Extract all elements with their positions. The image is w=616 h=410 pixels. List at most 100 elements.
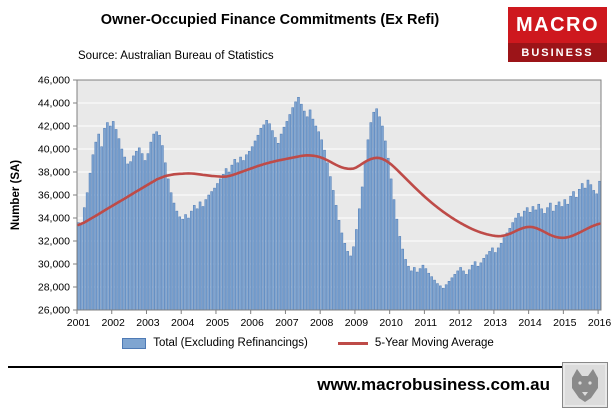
bar xyxy=(123,156,127,311)
bar xyxy=(502,237,506,311)
moving-average-line xyxy=(77,154,601,240)
bar xyxy=(331,190,335,311)
bar xyxy=(187,217,190,311)
bar xyxy=(213,187,216,311)
svg-text:40,000: 40,000 xyxy=(38,144,70,156)
bar xyxy=(595,193,598,311)
bar xyxy=(465,274,468,311)
bar xyxy=(598,180,601,311)
bar xyxy=(308,109,312,311)
bar xyxy=(381,125,384,311)
bar xyxy=(384,140,387,311)
bar xyxy=(285,121,289,311)
bar xyxy=(572,191,575,311)
logo-macro-text: MACRO xyxy=(515,13,600,36)
bar xyxy=(517,213,520,311)
bar xyxy=(250,146,254,311)
bar xyxy=(531,206,535,311)
bar xyxy=(352,246,355,311)
bar xyxy=(129,161,132,311)
bar xyxy=(149,141,153,311)
svg-text:2015: 2015 xyxy=(553,317,577,329)
bar xyxy=(334,205,338,311)
bar xyxy=(175,210,179,311)
bar xyxy=(303,110,306,311)
legend-item-moving-average: 5-Year Moving Average xyxy=(337,337,494,349)
bar xyxy=(221,174,225,311)
bar xyxy=(340,232,344,311)
bar xyxy=(410,270,413,311)
bar xyxy=(389,178,393,311)
bar xyxy=(398,236,402,311)
chart-legend: Total (Excluding Refinancings) 5-Year Mo… xyxy=(0,337,616,349)
bar xyxy=(482,258,486,311)
bar xyxy=(444,284,448,311)
bar xyxy=(114,129,118,311)
bar xyxy=(190,210,193,311)
bars-series xyxy=(77,97,601,311)
bar xyxy=(346,251,349,311)
bar xyxy=(106,122,109,311)
bar xyxy=(511,222,514,311)
bar xyxy=(178,216,182,311)
bar xyxy=(207,194,210,311)
bar xyxy=(343,243,347,311)
chart-title: Owner-Occupied Finance Commitments (Ex R… xyxy=(100,12,440,28)
bar xyxy=(242,160,245,311)
bar xyxy=(441,287,445,311)
bar xyxy=(164,162,167,311)
bar xyxy=(323,149,326,311)
bar xyxy=(543,213,546,311)
svg-text:2002: 2002 xyxy=(102,317,126,329)
bar xyxy=(569,195,572,311)
bar xyxy=(540,208,543,311)
bar xyxy=(320,139,323,311)
bar xyxy=(166,178,170,311)
bar xyxy=(459,267,462,311)
svg-text:30,000: 30,000 xyxy=(38,259,70,271)
bar xyxy=(499,243,503,311)
bar xyxy=(155,131,158,311)
bar xyxy=(583,187,587,311)
bar xyxy=(563,199,567,311)
bar xyxy=(560,206,564,311)
bar xyxy=(430,276,433,311)
bar xyxy=(491,247,494,311)
bar xyxy=(88,172,92,311)
bar xyxy=(297,97,300,311)
bar xyxy=(479,262,483,311)
macrobusiness-logo: MACRO BUSINESS xyxy=(508,7,607,62)
bar xyxy=(311,118,315,311)
bar xyxy=(363,161,367,311)
bar xyxy=(140,153,144,311)
source-label: Source: Australian Bureau of Statistics xyxy=(78,50,274,62)
footer-url: www.macrobusiness.com.au xyxy=(317,375,550,394)
bar xyxy=(378,116,381,311)
bar xyxy=(589,184,593,311)
svg-text:2003: 2003 xyxy=(136,317,160,329)
bar xyxy=(366,139,370,311)
bar xyxy=(360,186,364,311)
svg-text:26,000: 26,000 xyxy=(38,305,70,317)
bar xyxy=(204,199,208,311)
wolf-logo-icon xyxy=(562,362,608,408)
svg-text:2008: 2008 xyxy=(310,317,334,329)
bar xyxy=(337,220,341,311)
bar xyxy=(80,224,83,311)
bar xyxy=(534,209,538,311)
bar xyxy=(439,285,442,311)
bar xyxy=(172,202,176,311)
bar xyxy=(230,164,234,311)
bar xyxy=(143,160,147,311)
bar xyxy=(158,134,161,311)
bar xyxy=(329,176,332,311)
svg-text:28,000: 28,000 xyxy=(38,282,70,294)
bar xyxy=(77,222,80,311)
bar xyxy=(470,264,474,311)
bar xyxy=(245,154,248,311)
svg-text:2001: 2001 xyxy=(67,317,91,329)
bar xyxy=(349,255,352,311)
bar xyxy=(404,259,407,311)
bar xyxy=(294,101,297,311)
